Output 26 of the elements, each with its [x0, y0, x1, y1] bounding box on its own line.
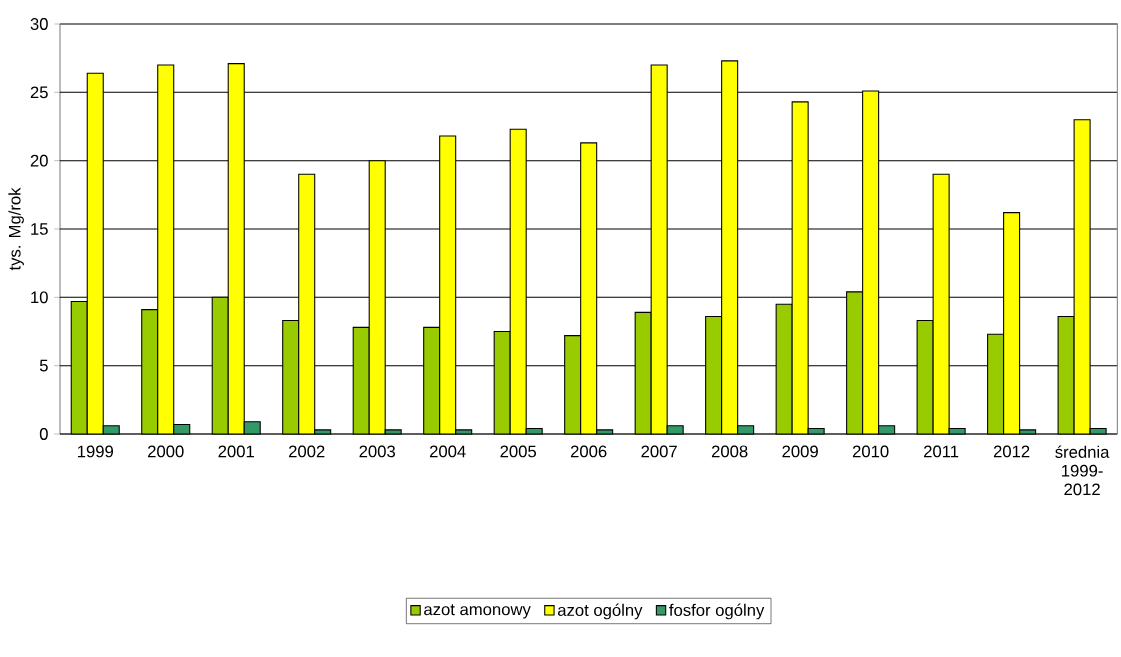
- x-tick-label: 2001: [218, 445, 254, 458]
- y-tick-label: 15: [31, 223, 48, 235]
- legend-label: azot amonowy: [424, 604, 531, 619]
- y-tick-label: 0: [39, 428, 48, 440]
- x-tick-label: 2009: [782, 445, 818, 458]
- x-tick-label: 2005: [500, 445, 537, 458]
- legend-label: fosfor ogólny: [669, 603, 765, 620]
- x-tick-label: 1999: [77, 445, 113, 458]
- x-tick-label: 2003: [359, 445, 395, 458]
- x-tick-label: 2006: [570, 445, 607, 458]
- x-tick-label: 2004: [429, 445, 466, 458]
- x-tick-label: 2007: [641, 445, 677, 458]
- y-tick-label: 30: [30, 18, 48, 30]
- x-tick-label: 2002: [289, 445, 325, 458]
- x-tick-label: 2011: [924, 445, 959, 458]
- x-tick-label: 2012: [993, 445, 1030, 458]
- y-axis-title: tys. Mg/rok: [8, 187, 24, 271]
- x-tick-label: średnia 1999-2012: [1055, 445, 1110, 496]
- x-tick-label: 2000: [148, 445, 184, 458]
- y-tick-label: 5: [39, 359, 48, 372]
- y-tick-label: 25: [30, 86, 48, 99]
- x-tick-label: 2008: [711, 445, 748, 458]
- y-tick-label: 20: [30, 154, 48, 167]
- y-tick-label: 10: [31, 291, 48, 304]
- x-tick-label: 2010: [852, 445, 889, 458]
- legend-label: azot ogólny: [557, 603, 643, 620]
